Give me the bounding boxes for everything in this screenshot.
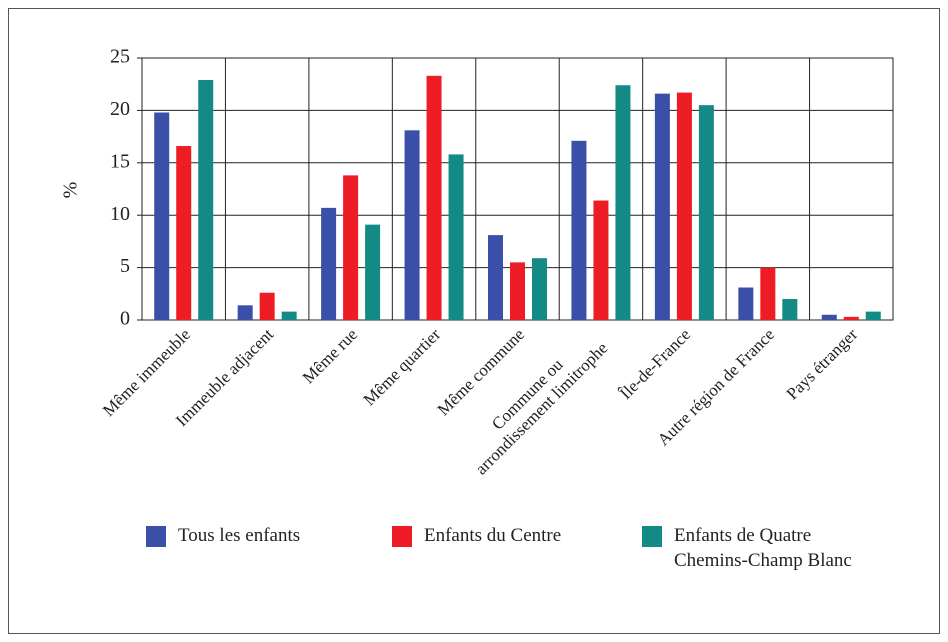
y-tick-label: 0: [120, 308, 130, 330]
legend-label: Tous les enfants: [178, 525, 301, 546]
bar: [698, 105, 714, 320]
bar: [343, 175, 359, 320]
legend-label: Enfants de Quatre Chemins-Champ Blanc: [674, 525, 852, 571]
bar: [510, 262, 525, 320]
y-axis-label: %: [60, 182, 82, 199]
bar: [654, 93, 670, 321]
bar: [676, 92, 692, 320]
frame: [8, 8, 940, 634]
legend-swatch: [642, 526, 662, 547]
bar: [865, 311, 881, 320]
bar: [738, 287, 754, 320]
bar: [426, 75, 442, 320]
bar: [782, 299, 798, 320]
legend-label: Enfants du Centre: [424, 525, 562, 546]
bar: [488, 235, 503, 320]
y-tick-label: 25: [110, 46, 130, 68]
y-tick-label: 20: [110, 98, 130, 120]
bar: [448, 154, 464, 320]
bar: [404, 130, 420, 320]
bar: [281, 311, 297, 320]
bar: [365, 224, 381, 320]
bar: [154, 112, 170, 320]
bar: [760, 267, 776, 320]
legend-item: Enfants de Quatre Chemins-Champ Blanc: [642, 524, 874, 573]
legend-item: Tous les enfants: [146, 524, 300, 549]
bar: [321, 207, 337, 320]
bar: [571, 140, 587, 320]
bar: [593, 200, 609, 320]
bar: [532, 258, 547, 320]
bar: [821, 314, 837, 320]
bar: [615, 85, 631, 320]
bar: [198, 80, 214, 321]
y-tick-label: 10: [110, 203, 130, 225]
y-tick-label: 5: [120, 255, 130, 277]
legend-swatch: [146, 526, 166, 547]
legend-swatch: [392, 526, 412, 547]
legend-item: Enfants du Centre: [392, 524, 561, 549]
bar: [237, 305, 253, 320]
bar: [843, 316, 859, 320]
y-tick-label: 15: [110, 150, 130, 172]
bar: [176, 146, 192, 320]
bar: [259, 292, 275, 320]
